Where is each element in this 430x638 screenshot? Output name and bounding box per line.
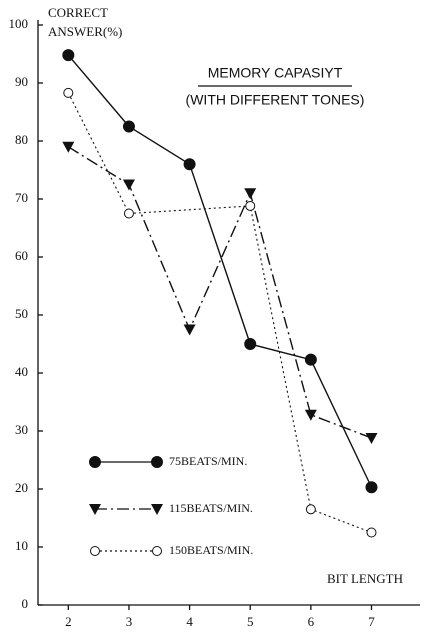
y-tick-label: 40 bbox=[15, 364, 28, 379]
marker bbox=[123, 208, 134, 219]
y-tick-label: 60 bbox=[15, 248, 28, 263]
legend-label: 75BEATS/MIN. bbox=[169, 454, 247, 468]
x-axis-label: BIT LENGTH bbox=[327, 571, 403, 586]
marker bbox=[305, 504, 316, 515]
x-tick-label: 2 bbox=[65, 614, 72, 629]
marker bbox=[152, 546, 162, 556]
marker bbox=[62, 141, 75, 153]
y-tick-label: 30 bbox=[15, 422, 28, 437]
x-tick-label: 3 bbox=[126, 614, 133, 629]
x-tick-label: 5 bbox=[247, 614, 254, 629]
marker bbox=[183, 158, 196, 171]
marker bbox=[244, 338, 257, 350]
y-tick-label: 90 bbox=[15, 74, 28, 89]
marker bbox=[245, 200, 256, 211]
marker bbox=[89, 456, 101, 468]
legend-label: 115BEATS/MIN. bbox=[169, 501, 253, 515]
y-tick-label: 0 bbox=[22, 596, 29, 611]
series-line bbox=[67, 54, 373, 488]
y-tick-label: 100 bbox=[9, 16, 29, 31]
y-axis-label: ANSWER(%) bbox=[48, 24, 122, 39]
marker bbox=[89, 504, 101, 515]
marker bbox=[151, 456, 163, 468]
series-line bbox=[67, 146, 372, 439]
y-tick-label: 20 bbox=[15, 480, 28, 495]
y-tick-label: 50 bbox=[15, 306, 28, 321]
marker bbox=[365, 481, 378, 494]
marker bbox=[151, 504, 163, 515]
x-tick-label: 6 bbox=[308, 614, 315, 629]
chart-title: MEMORY CAPASIYT bbox=[208, 65, 343, 81]
x-tick-label: 4 bbox=[186, 614, 193, 629]
marker bbox=[366, 527, 377, 538]
y-tick-label: 70 bbox=[15, 190, 28, 205]
y-tick-label: 10 bbox=[15, 538, 28, 553]
chart-subtitle: (WITH DIFFERENT TONES) bbox=[186, 92, 365, 108]
marker bbox=[62, 49, 75, 62]
marker bbox=[63, 87, 74, 98]
marker bbox=[90, 546, 100, 556]
marker bbox=[304, 353, 317, 366]
x-tick-label: 7 bbox=[368, 614, 375, 629]
marker bbox=[122, 120, 135, 133]
marker bbox=[244, 188, 257, 200]
marker bbox=[365, 432, 378, 444]
y-tick-label: 80 bbox=[15, 132, 28, 147]
marker bbox=[122, 179, 135, 191]
y-axis-label: CORRECT bbox=[48, 5, 108, 20]
legend-label: 150BEATS/MIN. bbox=[169, 543, 253, 557]
marker bbox=[183, 324, 196, 336]
marker bbox=[304, 409, 317, 421]
